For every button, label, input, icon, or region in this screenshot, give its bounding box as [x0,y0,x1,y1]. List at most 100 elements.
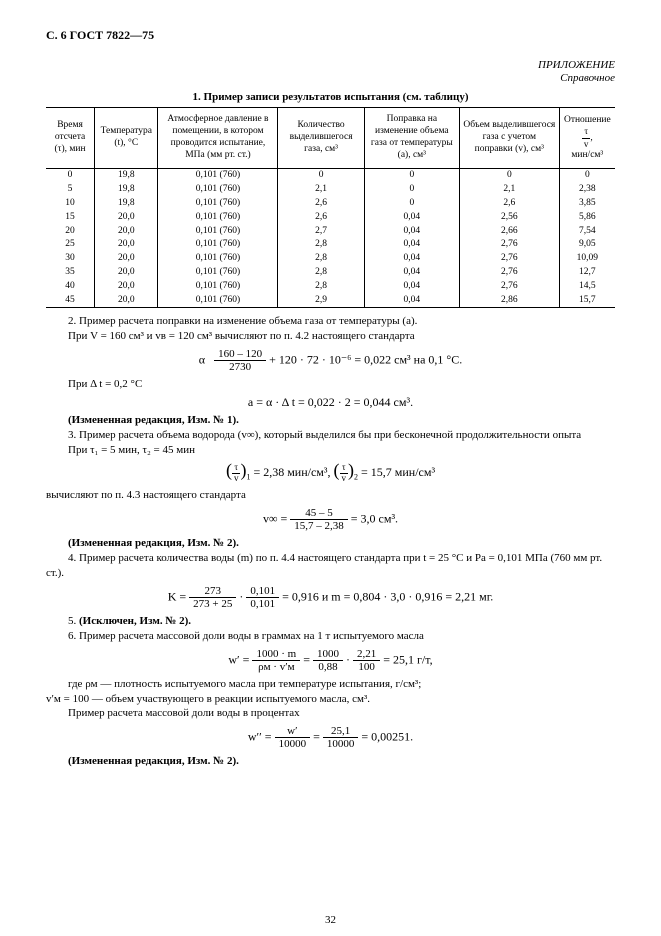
table-cell: 0,101 (760) [158,238,278,252]
table-cell: 0,04 [364,293,459,307]
f1-den: 2730 [214,361,266,373]
table-cell: 2,86 [459,293,559,307]
f6-n3: 2,21 [353,648,380,661]
izm-3: (Измененная редакция, Изм. № 2). [46,754,615,769]
table-cell: 2,76 [459,266,559,280]
f7-lhs: w′′ = [248,730,275,744]
table-header: Количество выделившегося газа, см³ [278,108,364,169]
table-cell: 0,101 (760) [158,224,278,238]
table-cell: 35 [46,266,95,280]
para-2c: При Δ t = 0,2 °C [46,377,615,392]
f7-tail: = 0,00251. [361,730,413,744]
table-cell: 2,8 [278,238,364,252]
table-cell: 0 [278,168,364,182]
table-cell: 0,101 (760) [158,197,278,211]
table-row: 2020,00,101 (760)2,70,042,667,54 [46,224,615,238]
table-cell: 20,0 [95,279,158,293]
table-cell: 20,0 [95,210,158,224]
f4-tail: = 3,0 см³. [351,511,398,525]
formula-wpp: w′′ = w′10000 = 25,110000 = 0,00251. [46,725,615,750]
table-cell: 2,38 [559,183,615,197]
table-row: 4520,00,101 (760)2,90,042,8615,7 [46,293,615,307]
f3-left: = 2,38 мин/см³, [253,465,330,479]
table-row: 3520,00,101 (760)2,80,042,7612,7 [46,266,615,280]
table-cell: 5 [46,183,95,197]
page-number: 32 [0,914,661,926]
table-cell: 0 [364,197,459,211]
appendix-line2: Справочное [46,72,615,85]
table-caption: 1. Пример записи результатов испытания (… [46,91,615,103]
table-cell: 19,8 [95,168,158,182]
f4-num: 45 – 5 [290,507,348,520]
table-header: Объем выделившегося газа с учетом поправ… [459,108,559,169]
f1-tail: + 120 · 72 · 10⁻⁶ = 0,022 см³ на 0,1 °C. [269,352,462,366]
table-cell: 25 [46,238,95,252]
table-cell: 0,101 (760) [158,210,278,224]
izm-2: (Измененная редакция, Изм. № 2). [46,536,615,551]
table-cell: 0,04 [364,238,459,252]
table-cell: 20,0 [95,252,158,266]
f7-d2: 10000 [323,738,359,750]
f6-d2: 0,88 [313,661,343,673]
para-6d: Пример расчета массовой доли воды в проц… [46,706,615,721]
alpha-symbol: α [199,352,205,366]
appendix-block: ПРИЛОЖЕНИЕ Справочное [46,59,615,85]
f6-n2: 1000 [313,648,343,661]
f7-n2: 25,1 [323,725,359,738]
table-cell: 20 [46,224,95,238]
table-cell: 2,76 [459,279,559,293]
table-cell: 0 [364,168,459,182]
table-cell: 20,0 [95,224,158,238]
table-row: 519,80,101 (760)2,102,12,38 [46,183,615,197]
table-row: 1520,00,101 (760)2,60,042,565,86 [46,210,615,224]
para-4: 4. Пример расчета количества воды (m) по… [46,551,615,581]
table-cell: 2,7 [278,224,364,238]
f6-lhs: w′ = [228,652,252,666]
table-cell: 10,09 [559,252,615,266]
f5-d2: 0,101 [246,598,279,610]
para-6: 6. Пример расчета массовой доли воды в г… [46,629,615,644]
table-cell: 7,54 [559,224,615,238]
appendix-line1: ПРИЛОЖЕНИЕ [46,59,615,72]
table-cell: 0 [364,183,459,197]
table-cell: 0,101 (760) [158,279,278,293]
f6-dot2: · [346,652,353,666]
results-table: Время отсчета (τ), минТемпература (t), °… [46,107,615,308]
f5-dot: · [239,589,246,603]
f5-tail: = 0,916 и m = 0,804 · 3,0 · 0,916 = 2,21… [282,589,493,603]
f5-n2: 0,101 [246,585,279,598]
table-cell: 2,8 [278,252,364,266]
table-cell: 19,8 [95,183,158,197]
page-header: С. 6 ГОСТ 7822—75 [46,28,615,43]
p5-bold: (Исключен, Изм. № 2). [79,615,191,627]
table-row: 4020,00,101 (760)2,80,042,7614,5 [46,279,615,293]
formula-alpha: α 160 – 1202730 + 120 · 72 · 10⁻⁶ = 0,02… [46,348,615,373]
table-cell: 2,8 [278,279,364,293]
table-cell: 19,8 [95,197,158,211]
f6-eq1: = [303,652,313,666]
sub-1: 1 [246,473,250,482]
table-cell: 0,101 (760) [158,168,278,182]
izm-1: (Измененная редакция, Изм. № 1). [46,413,615,428]
f6-n1: 1000 · m [252,648,300,661]
table-cell: 0,101 (760) [158,183,278,197]
table-cell: 0,04 [364,210,459,224]
f5-n1: 273 [189,585,236,598]
f5-d1: 273 + 25 [189,598,236,610]
table-header: Отношение τv,мин/см³ [559,108,615,169]
table-cell: 0,04 [364,252,459,266]
f7-eq: = [313,730,323,744]
table-cell: 5,86 [559,210,615,224]
formula-wprime: w′ = 1000 · mρм · v′м = 10000,88 · 2,211… [46,648,615,673]
f6-d1: ρм · v′м [252,661,300,673]
f4-lhs: v∞ = [263,511,290,525]
table-cell: 0 [559,168,615,182]
table-cell: 20,0 [95,238,158,252]
para-2b: При V = 160 см³ и vв = 120 см³ вычисляют… [46,329,615,344]
table-cell: 40 [46,279,95,293]
table-header: Атмосферное давление в помещении, в кото… [158,108,278,169]
para-6b: где ρм — плотность испытуемого масла при… [46,677,615,692]
f5-k: K = [168,589,189,603]
para-3b: При τ₁ = 5 мин, τ₂ = 45 мин [46,443,615,458]
table-cell: 2,56 [459,210,559,224]
